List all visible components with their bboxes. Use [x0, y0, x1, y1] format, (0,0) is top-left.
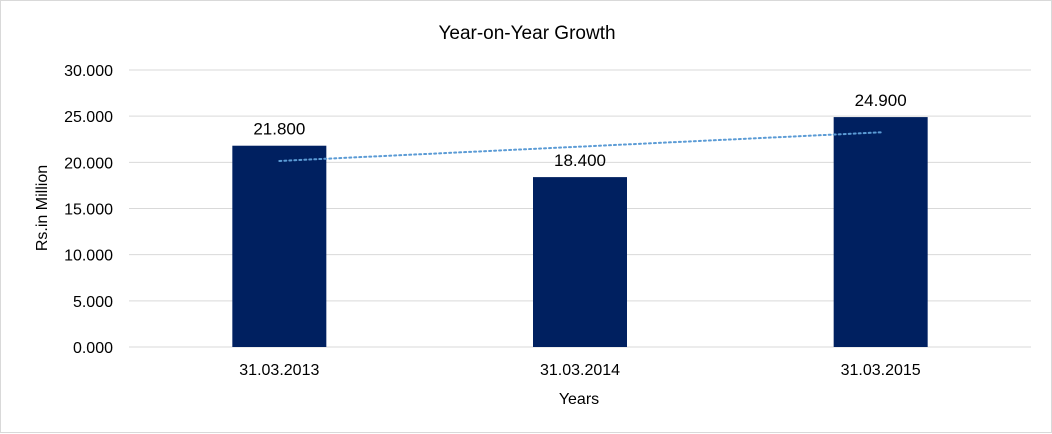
data-label: 21.800 — [253, 120, 305, 139]
x-tick-label: 31.03.2013 — [239, 362, 319, 379]
chart-title: Year-on-Year Growth — [438, 23, 615, 44]
trendline — [278, 131, 882, 162]
data-label: 18.400 — [554, 151, 606, 170]
x-axis-title: Years — [559, 391, 599, 408]
y-tick-label: 5.000 — [73, 294, 113, 311]
bar — [833, 117, 928, 347]
y-tick-label: 30.000 — [64, 63, 113, 80]
x-tick-label: 31.03.2014 — [540, 362, 620, 379]
y-tick-label: 20.000 — [64, 155, 113, 172]
y-tick-label: 25.000 — [64, 109, 113, 126]
y-tick-label: 15.000 — [64, 202, 113, 219]
y-tick-label: 0.000 — [73, 340, 113, 357]
bar — [232, 145, 327, 347]
bar — [533, 177, 627, 347]
y-tick-label: 10.000 — [64, 248, 113, 265]
x-tick-label: 31.03.2015 — [841, 362, 921, 379]
data-label: 24.900 — [855, 91, 907, 110]
y-axis-title: Rs.in Million — [34, 165, 51, 251]
